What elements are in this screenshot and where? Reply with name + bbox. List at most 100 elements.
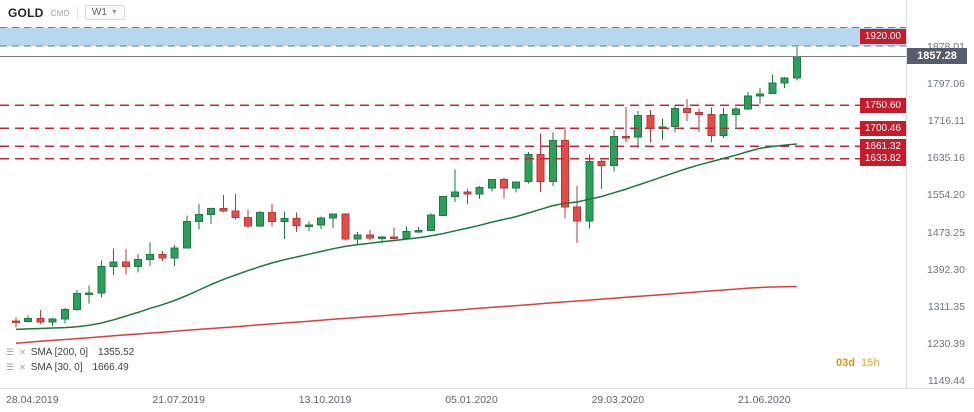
price-axis[interactable]: 1878.01 1797.06 1716.11 1635.16 1554.20 1473.… [906, 0, 974, 388]
candle[interactable] [646, 114, 655, 130]
candle[interactable] [60, 309, 69, 320]
candle[interactable] [439, 196, 447, 216]
candle[interactable] [756, 93, 765, 97]
candle[interactable] [182, 221, 191, 249]
instrument-symbol: GOLD [8, 5, 44, 20]
candle[interactable] [268, 212, 277, 223]
candle[interactable] [536, 154, 545, 182]
candle[interactable] [146, 254, 155, 260]
price-axis-tick: 1797.06 [927, 78, 965, 91]
candle[interactable] [512, 181, 521, 189]
price-level-badge: 1633.82 [859, 151, 906, 167]
candle[interactable] [304, 224, 313, 227]
indicator-settings-icon[interactable]: ☰ [6, 362, 15, 372]
chevron-down-icon: ▼ [110, 9, 118, 16]
candle[interactable] [768, 82, 777, 95]
price-level-badge: 1750.60 [859, 97, 906, 113]
candle[interactable] [341, 213, 350, 240]
candle[interactable] [121, 261, 130, 268]
candle[interactable] [243, 217, 252, 227]
candle[interactable] [12, 320, 20, 324]
candle[interactable] [207, 207, 216, 215]
candle[interactable] [585, 161, 594, 222]
candle[interactable] [219, 207, 228, 212]
candle[interactable] [792, 56, 801, 79]
candle[interactable] [744, 95, 752, 110]
candle[interactable] [317, 217, 325, 226]
candle[interactable] [231, 210, 240, 219]
candle[interactable] [390, 236, 399, 240]
candle[interactable] [24, 317, 33, 323]
candle[interactable] [158, 254, 167, 259]
time-axis[interactable]: 28.04.2019 21.07.2019 13.10.2019 05.01.2020… [0, 388, 974, 412]
legend-row-sma30: ☰ ✕ SMA [30, 0] 1666.49 [6, 360, 134, 375]
candle[interactable] [524, 154, 533, 183]
candle[interactable] [280, 218, 289, 223]
candle[interactable] [365, 234, 374, 239]
resistance-band[interactable] [0, 27, 906, 46]
instrument-account-badge: CMD [50, 8, 70, 18]
candle[interactable] [463, 191, 472, 195]
candle[interactable] [731, 108, 740, 115]
candle[interactable] [609, 135, 618, 166]
price-axis-tick: 1392.30 [927, 263, 965, 276]
candle[interactable] [402, 230, 411, 240]
price-level-badge: 1661.32 [859, 138, 906, 154]
candle[interactable] [195, 213, 203, 223]
candle[interactable] [548, 140, 557, 182]
candle[interactable] [634, 114, 643, 138]
price-axis-tick: 1554.20 [927, 189, 965, 202]
countdown-hours: 15h [861, 357, 880, 369]
candle[interactable] [353, 234, 362, 240]
indicator-remove-icon[interactable]: ✕ [19, 362, 26, 372]
candle[interactable] [73, 293, 81, 311]
candle[interactable] [109, 261, 118, 268]
indicator-settings-icon[interactable]: ☰ [6, 347, 15, 357]
candle[interactable] [329, 213, 338, 219]
candle[interactable] [573, 206, 582, 222]
timeframe-selector[interactable]: W1 ▼ [84, 5, 125, 20]
price-axis-tick: 1473.25 [927, 226, 965, 239]
candle[interactable] [683, 107, 691, 114]
x-axis-label: 21.06.2020 [738, 394, 791, 406]
candle[interactable] [695, 112, 704, 115]
candle[interactable] [780, 77, 789, 84]
indicator-value: 1666.49 [92, 362, 129, 373]
resistance-band-badge: 1920.00 [859, 29, 906, 45]
candle[interactable] [426, 214, 435, 231]
candle[interactable] [707, 113, 716, 137]
candle[interactable] [85, 292, 94, 296]
indicator-legend: ☰ ✕ SMA [200, 0] 1355.52 ☰ ✕ SMA [30, 0]… [6, 345, 134, 375]
candle[interactable] [170, 247, 179, 259]
candle[interactable] [48, 318, 57, 323]
candle[interactable] [134, 258, 142, 268]
sma-30-line[interactable] [15, 143, 797, 331]
candle[interactable] [292, 218, 301, 226]
candle[interactable] [670, 107, 679, 128]
indicator-remove-icon[interactable]: ✕ [19, 347, 26, 357]
indicator-label: SMA [200, 0] [30, 347, 89, 358]
candle[interactable] [597, 161, 606, 166]
x-axis-label: 13.10.2019 [298, 394, 352, 406]
candle[interactable] [475, 187, 484, 195]
candle[interactable] [561, 140, 569, 208]
timeframe-label: W1 [91, 7, 107, 18]
candle[interactable] [36, 317, 45, 323]
price-level-badge: 1700.46 [859, 120, 906, 136]
candle[interactable] [414, 229, 423, 233]
candle[interactable] [378, 236, 386, 239]
x-axis-label: 28.04.2019 [6, 394, 59, 406]
price-axis-tick: 1149.44 [927, 375, 965, 387]
candle[interactable] [451, 191, 460, 197]
candle[interactable] [256, 212, 264, 227]
price-axis-tick: 1311.35 [927, 300, 965, 313]
candle[interactable] [719, 113, 728, 137]
candle-countdown: 03d 15h [836, 357, 880, 369]
candle[interactable] [500, 179, 508, 189]
candle[interactable] [487, 179, 496, 189]
candle[interactable] [97, 266, 106, 294]
candle[interactable] [622, 135, 630, 139]
sma-200-line[interactable] [15, 285, 797, 344]
